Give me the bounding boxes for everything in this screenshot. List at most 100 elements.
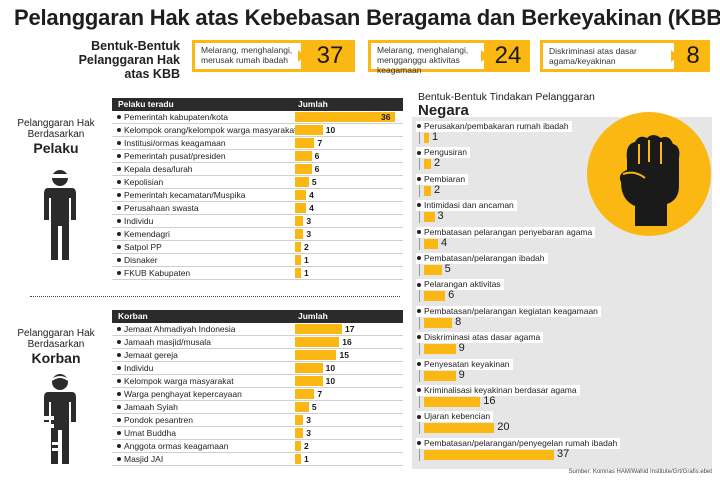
row-label: Jamaah Syiah	[124, 402, 178, 412]
table-row: Pemerintah kabupaten/kota 36	[112, 111, 403, 124]
row-label: Pemerintah kecamatan/Muspika	[124, 190, 246, 200]
bar	[295, 350, 337, 360]
bar-value: 10	[325, 363, 336, 373]
bullet-icon	[117, 431, 121, 435]
bar-value: 6	[448, 289, 455, 302]
negara-item: Pelarangan aktivitas 6	[416, 279, 686, 303]
bar-value: 1	[304, 454, 309, 464]
bullet-icon	[417, 414, 421, 419]
bullet-icon	[117, 418, 121, 422]
bar	[295, 428, 304, 438]
row-label: Jemaat gereja	[124, 350, 178, 360]
bar-value: 5	[311, 402, 317, 412]
bar	[295, 324, 342, 334]
row-label: Umat Buddha	[124, 428, 176, 438]
bar	[295, 216, 304, 226]
table-row: Jamaah Syiah 5	[112, 401, 403, 414]
bar	[424, 449, 554, 460]
item-label: Perusakan/pembakaran rumah ibadah	[416, 121, 572, 132]
row-label: Jemaat Ahmadiyah Indonesia	[124, 324, 236, 334]
bar	[424, 344, 456, 355]
divider	[419, 262, 420, 276]
item-label-text: Pengusiran	[424, 147, 468, 158]
item-label-text: Ujaran kebencian	[424, 411, 491, 422]
bar	[295, 415, 304, 425]
item-label: Pembiaran	[416, 173, 469, 185]
bar-value: 3	[306, 229, 312, 239]
bar-value: 36	[381, 112, 391, 122]
bar	[295, 376, 323, 386]
bar-value: 4	[309, 203, 314, 213]
row-label: Satpol PP	[124, 242, 162, 252]
summary-value: 8	[686, 42, 700, 69]
row-label: Individu	[124, 363, 154, 373]
negara-title-big: Negara	[418, 102, 469, 119]
summary-label: Melarang, menghalangi, merusak rumah iba…	[195, 43, 301, 69]
summary-label: Melarang, menghalangi, mengganggu aktivi…	[371, 43, 484, 75]
bullet-icon	[117, 392, 121, 396]
bullet-icon	[417, 309, 421, 314]
negara-item: Perusakan/pembakaran rumah ibadah 1	[416, 121, 686, 145]
bar-value: 9	[458, 342, 465, 355]
table-row: Warga penghayat kepercayaan 7	[112, 388, 403, 401]
row-label: Pemerintah kabupaten/kota	[124, 112, 228, 122]
bar	[295, 363, 323, 373]
bar	[295, 441, 301, 451]
table-row: Jemaat gereja 15	[112, 349, 403, 362]
divider	[419, 182, 420, 197]
divider	[419, 156, 420, 171]
negara-item: Ujaran kebencian 20	[416, 411, 686, 435]
bullet-icon	[417, 150, 421, 155]
bar	[295, 138, 315, 148]
table-row: Institusi/ormas keagamaan 7	[112, 137, 403, 150]
row-label: Kepala desa/lurah	[124, 164, 193, 174]
row-label: Pondok pesantren	[124, 415, 193, 425]
bar-value: 10	[325, 125, 336, 135]
bar	[295, 164, 312, 174]
bullet-icon	[117, 141, 121, 145]
item-label: Pelarangan aktivitas	[416, 279, 504, 291]
bullet-icon	[117, 206, 121, 210]
table-row: Jamaah masjid/musala 16	[112, 336, 403, 349]
item-label-text: Penyesatan keyakinan	[424, 358, 510, 369]
bullet-icon	[417, 124, 421, 129]
item-label: Intimidasi dan ancaman	[416, 200, 517, 212]
table-row: Pemerintah pusat/presiden 6	[112, 150, 403, 163]
bar	[295, 389, 315, 399]
summary-value: 24	[494, 42, 522, 69]
summary-box-3: Diskriminasi atas dasar agama/keyakinan …	[540, 40, 710, 72]
row-label: FKUB Kabupaten	[124, 268, 191, 278]
bar-value: 1	[432, 131, 439, 143]
bar-value: 20	[497, 421, 510, 434]
item-label: Pembatasan pelarangan penyebaran agama	[416, 226, 596, 238]
bar-value: 6	[314, 164, 320, 174]
bullet-icon	[117, 379, 121, 383]
divider	[419, 341, 420, 356]
row-label: Warga penghayat kepercayaan	[124, 389, 242, 399]
row-label: Kelompok orang/kelompok warga masyarakat	[124, 125, 297, 135]
bar	[295, 125, 323, 135]
bar-value: 7	[317, 138, 323, 148]
item-label: Pembatasan/pelarangan ibadah	[416, 253, 548, 264]
bullet-icon	[117, 245, 121, 249]
negara-title: Bentuk-Bentuk Tindakan Pelanggaran	[418, 91, 595, 103]
negara-item: Pembatasan/pelarangan kegiatan keagamaan…	[416, 305, 686, 330]
divider	[419, 288, 420, 303]
item-label-text: Pembatasan/pelarangan ibadah	[424, 253, 545, 263]
bullet-icon	[417, 229, 421, 234]
bar	[295, 255, 301, 265]
summary-box-1: Melarang, menghalangi, merusak rumah iba…	[192, 40, 355, 72]
bar-value: 8	[455, 315, 462, 328]
bar	[295, 112, 395, 122]
bar	[295, 190, 307, 200]
item-label: Pengusiran	[416, 147, 471, 159]
bar-value: 1	[304, 268, 309, 278]
bar-value: 5	[444, 263, 451, 275]
item-label: Pembatasan/pelarangan/penyegelan rumah i…	[416, 437, 621, 449]
divider	[419, 394, 420, 408]
bar-value: 10	[325, 376, 336, 386]
bar	[295, 454, 301, 464]
bar-value: 5	[311, 177, 317, 187]
table-row: Kelompok warga masyarakat 10	[112, 375, 403, 388]
row-label: Kepolisian	[124, 177, 164, 187]
